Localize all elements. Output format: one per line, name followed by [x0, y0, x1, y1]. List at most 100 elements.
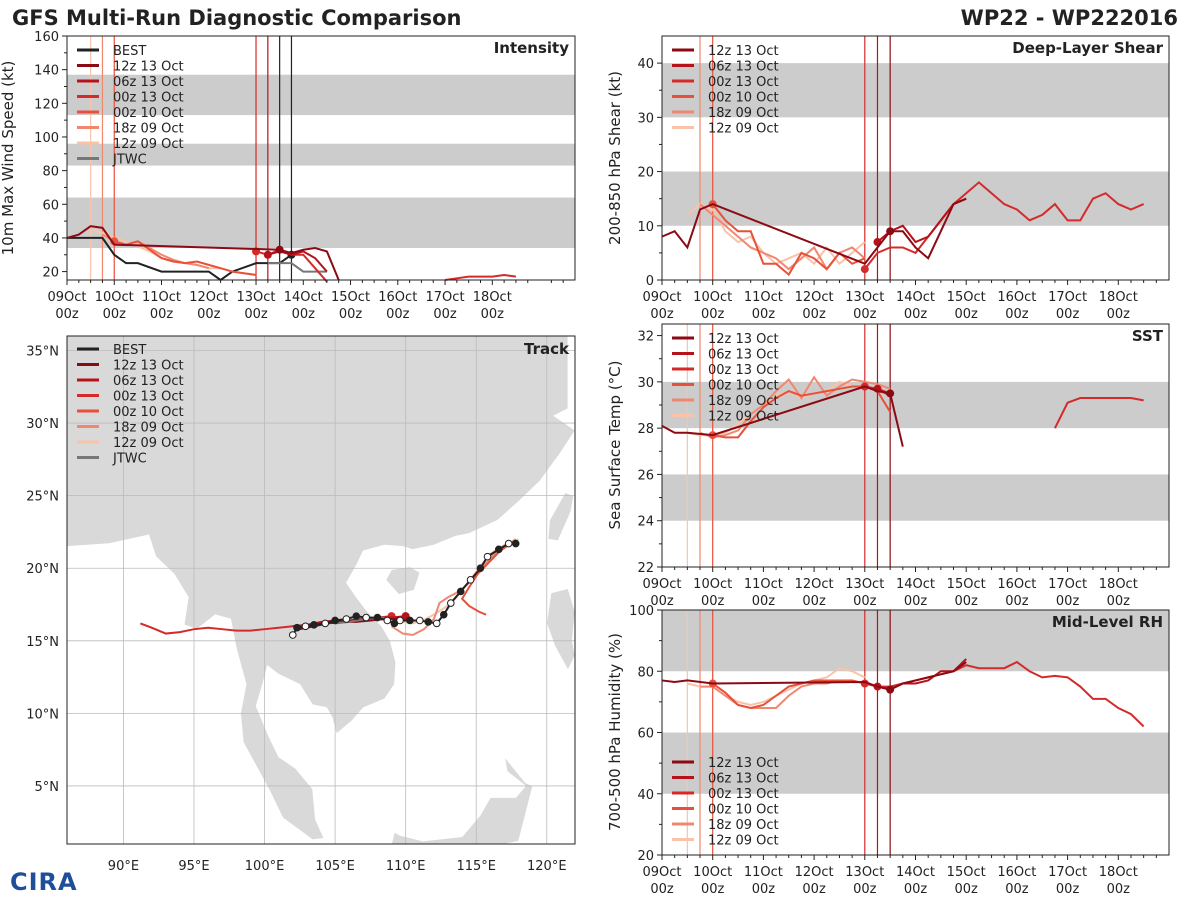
- legend-label: 00z 13 Oct: [708, 787, 779, 802]
- series-line: [864, 181, 1145, 270]
- x-tick-date: 18Oct: [1099, 290, 1138, 305]
- legend-label: 12z 09 Oct: [708, 834, 779, 849]
- x-tick-date: 17Oct: [1048, 865, 1087, 880]
- y-tick-label: 5°N: [35, 780, 60, 795]
- x-tick-hour: 00z: [481, 307, 505, 322]
- series-line: [67, 236, 293, 282]
- x-tick-hour: 00z: [1056, 594, 1080, 609]
- best-track-point: [390, 619, 399, 628]
- y-tick-label: 140: [34, 64, 59, 79]
- y-tick-label: 20: [42, 266, 59, 281]
- best-track-point: [321, 619, 330, 628]
- y-tick-label: 24: [637, 515, 654, 530]
- plot-frame: [66, 335, 576, 845]
- legend-label: 12z 13 Oct: [708, 332, 779, 347]
- x-tick-date: 11Oct: [142, 290, 181, 305]
- legend-label: 12z 09 Oct: [708, 122, 779, 137]
- cira-logo: CIRA: [10, 868, 78, 896]
- x-tick-hour: 00z: [1056, 882, 1080, 897]
- panel-track: 90°E 95°E 100°E 105°E 110°E 115°E 120°E 5°N 10°N…: [26, 335, 576, 874]
- y-axis-label: 10m Max Wind Speed (kt): [0, 61, 17, 256]
- x-tick-hour: 00z: [1107, 882, 1131, 897]
- y-tick-label: 15°N: [26, 635, 59, 650]
- legend-label: JTWC: [112, 452, 147, 467]
- panel-intensity: 20 40 60 80 100 120 140 160 09Oct 00z 10Oct 00z 11Oc…: [0, 30, 576, 322]
- x-tick-hour: 00z: [244, 307, 268, 322]
- legend-label: 06z 13 Oct: [113, 75, 184, 90]
- land-mass: [546, 588, 576, 671]
- y-tick-label: 40: [637, 788, 654, 803]
- series-line: [712, 385, 892, 439]
- x-tick-date: 16Oct: [997, 577, 1036, 592]
- x-tick-hour: 00z: [802, 307, 826, 322]
- series-marker: [263, 250, 272, 259]
- y-tick-label: 30°N: [26, 417, 59, 432]
- shaded-band: [67, 74, 575, 116]
- series-line: [113, 240, 257, 276]
- series-line: [1054, 397, 1144, 429]
- shaded-band: [662, 610, 1169, 672]
- x-tick-hour: 00z: [802, 882, 826, 897]
- x-tick-date: 10Oct: [95, 290, 134, 305]
- series-line: [700, 679, 866, 709]
- best-track-point: [504, 539, 513, 548]
- legend-label: 12z 13 Oct: [708, 44, 779, 59]
- y-tick-label: 25°N: [26, 490, 59, 505]
- series-line: [699, 375, 891, 439]
- x-tick-date: 17Oct: [1048, 290, 1087, 305]
- x-tick-date: 17Oct: [426, 290, 465, 305]
- x-tick-hour: 00z: [386, 307, 410, 322]
- panel-title: Track: [524, 340, 570, 358]
- best-track-point: [466, 576, 475, 584]
- y-tick-label: 20: [637, 849, 654, 864]
- legend-label: 18z 09 Oct: [708, 394, 779, 409]
- x-tick-date: 11Oct: [744, 577, 783, 592]
- shaded-band: [67, 143, 575, 166]
- best-track-point: [424, 618, 433, 626]
- y-tick-label: 100: [34, 131, 59, 146]
- x-tick-hour: 00z: [955, 307, 979, 322]
- shaded-band: [662, 732, 1169, 794]
- x-tick-date: 18Oct: [473, 290, 512, 305]
- x-tick-date: 18Oct: [1099, 865, 1138, 880]
- x-tick-hour: 00z: [150, 307, 174, 322]
- x-tick-date: 10Oct: [693, 865, 732, 880]
- legend-label: 12z 13 Oct: [113, 359, 184, 374]
- y-tick-label: 35°N: [26, 345, 59, 360]
- best-track-point: [310, 621, 318, 629]
- track-line: [460, 541, 514, 616]
- series-marker: [886, 685, 895, 694]
- x-tick-hour: 00z: [650, 594, 674, 609]
- y-tick-label: 120: [34, 97, 59, 112]
- y-tick-label: 80: [42, 165, 59, 180]
- legend-label: 00z 10 Oct: [708, 91, 779, 106]
- best-track-point: [439, 610, 448, 619]
- x-tick-label: 110°E: [386, 859, 426, 874]
- y-tick-label: 10°N: [26, 707, 59, 722]
- x-tick-date: 13Oct: [845, 865, 884, 880]
- panel-title: SST: [1132, 327, 1164, 345]
- x-tick-hour: 00z: [1107, 307, 1131, 322]
- x-tick-hour: 00z: [752, 307, 776, 322]
- y-axis-label: Sea Surface Temp (°C): [606, 360, 624, 529]
- x-tick-hour: 00z: [1005, 882, 1029, 897]
- x-tick-date: 13Oct: [845, 577, 884, 592]
- x-tick-date: 12Oct: [189, 290, 228, 305]
- x-tick-hour: 00z: [650, 307, 674, 322]
- best-track-point: [495, 545, 503, 554]
- plot-frame: [66, 35, 576, 281]
- legend-label: 00z 13 Oct: [708, 363, 779, 378]
- y-axis-label: 700-500 hPa Humidity (%): [606, 633, 624, 831]
- y-tick-label: 160: [34, 30, 59, 45]
- best-track-point: [447, 599, 455, 607]
- series-line: [864, 660, 1145, 728]
- legend-label: 00z 10 Oct: [113, 106, 184, 121]
- y-tick-label: 30: [637, 376, 654, 391]
- panel-title: Intensity: [494, 39, 570, 57]
- legend-label: 18z 09 Oct: [113, 122, 184, 137]
- x-tick-hour: 00z: [853, 882, 877, 897]
- x-tick-label: 115°E: [456, 859, 496, 874]
- legend-label: 12z 09 Oct: [113, 436, 184, 451]
- x-tick-date: 15Oct: [331, 290, 370, 305]
